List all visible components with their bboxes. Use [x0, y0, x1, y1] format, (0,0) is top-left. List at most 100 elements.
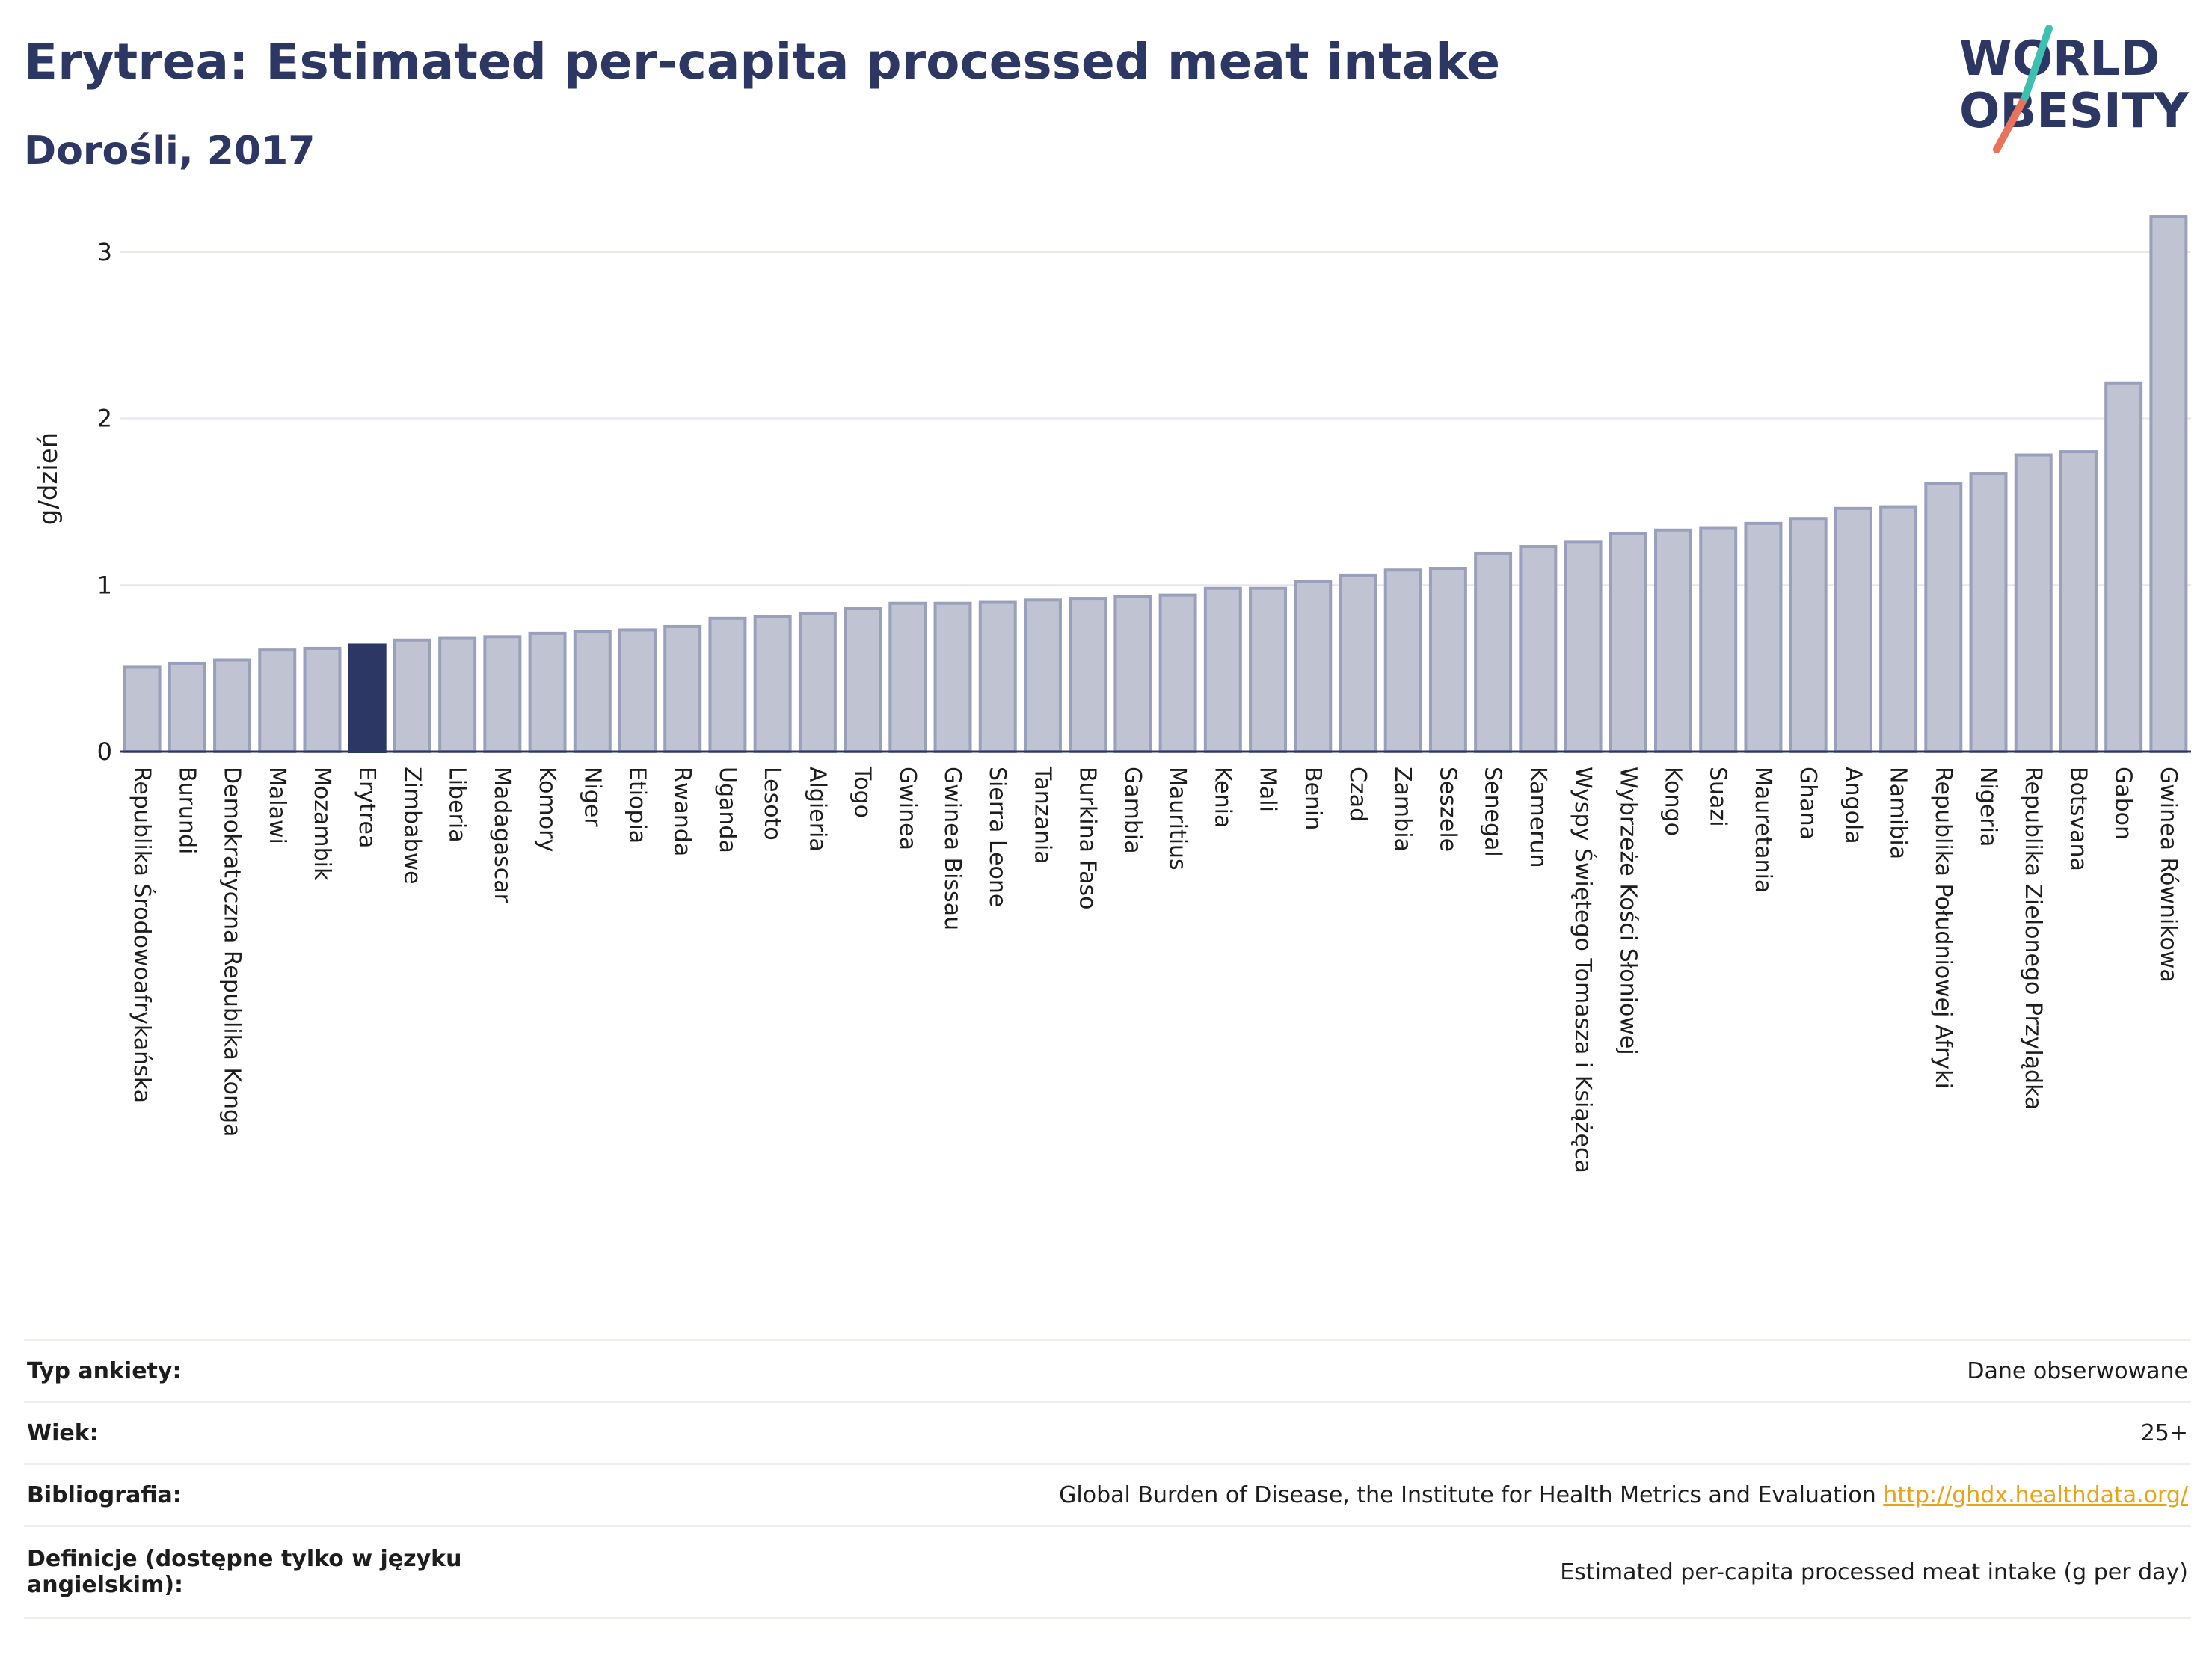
- bar-zambia[interactable]: [1383, 568, 1422, 754]
- x-tick-label: Mauritius: [1164, 767, 1191, 871]
- x-tick-label: Kamerun: [1525, 767, 1551, 868]
- x-tick-label: Burkina Faso: [1075, 767, 1101, 909]
- bar-republika-środowoafrykańska[interactable]: [123, 665, 162, 754]
- definitions-label: Definicje (dostępne tylko w języku angie…: [24, 1525, 509, 1619]
- bar-ghana[interactable]: [1789, 517, 1828, 753]
- survey-type-label: Typ ankiety:: [24, 1339, 509, 1402]
- x-tick-label: Zambia: [1389, 767, 1416, 852]
- bar-madagascar[interactable]: [483, 635, 522, 753]
- chart-subtitle: Dorośli, 2017: [24, 129, 316, 174]
- bar-nigeria[interactable]: [1969, 472, 2008, 753]
- bar-demokratyczna-republika-konga[interactable]: [213, 658, 252, 753]
- bar-sierra-leone[interactable]: [978, 600, 1017, 754]
- info-row-bibliography: Bibliografia: Global Burden of Disease, …: [24, 1463, 2191, 1526]
- x-tick-label: Ghana: [1795, 767, 1821, 840]
- bar-zimbabwe[interactable]: [393, 638, 431, 753]
- bar-wyspy-świętego-tomasza-i-książęca[interactable]: [1564, 540, 1603, 753]
- x-tick-label: Kongo: [1660, 767, 1686, 836]
- x-tick-label: Mauretania: [1750, 767, 1776, 893]
- y-tick-label: 0: [97, 737, 112, 766]
- x-tick-label: Gwinea Bissau: [939, 767, 965, 930]
- bar-liberia[interactable]: [438, 636, 477, 754]
- survey-type-value: Dane obserwowane: [509, 1339, 2191, 1402]
- bibliography-label: Bibliografia:: [24, 1463, 509, 1526]
- bar-gwinea[interactable]: [888, 601, 927, 753]
- x-tick-label: Zimbabwe: [399, 767, 425, 885]
- bar-mauritius[interactable]: [1158, 593, 1197, 753]
- bar-togo[interactable]: [844, 607, 882, 753]
- x-tick-label: Burundi: [173, 767, 200, 854]
- bar-rwanda[interactable]: [663, 624, 702, 753]
- x-tick-label: Angola: [1840, 767, 1866, 844]
- bar-angola[interactable]: [1834, 506, 1872, 753]
- x-tick-label: Gwinea: [894, 767, 921, 850]
- x-tick-label: Demokratyczna Republika Konga: [219, 767, 245, 1137]
- bar-gambia[interactable]: [1113, 595, 1152, 754]
- x-tick-label: Togo: [850, 766, 876, 818]
- x-tick-label: Mali: [1255, 767, 1281, 812]
- x-tick-label: Namibia: [1885, 767, 1911, 859]
- bar-republika-południowej-afryki[interactable]: [1924, 482, 1963, 753]
- bar-gwinea-równikowa[interactable]: [2149, 215, 2188, 753]
- x-tick-label: Republika Środowoafrykańska: [129, 767, 156, 1103]
- bar-tanzania[interactable]: [1023, 598, 1062, 753]
- age-label: Wiek:: [24, 1401, 509, 1464]
- bar-gabon[interactable]: [2104, 381, 2143, 753]
- info-row-age: Wiek: 25+: [24, 1401, 2191, 1464]
- bar-mali[interactable]: [1249, 586, 1288, 754]
- x-tick-label: Gwinea Równikowa: [2155, 767, 2181, 983]
- svg-text:OBESITY: OBESITY: [1959, 84, 2189, 139]
- bar-mozambik[interactable]: [303, 646, 342, 754]
- bar-wybrzeże-kości-słoniowej[interactable]: [1609, 532, 1647, 753]
- bar-republika-zielonego-przylądka[interactable]: [2014, 453, 2053, 753]
- x-tick-label: Niger: [579, 767, 605, 827]
- bibliography-value: Global Burden of Disease, the Institute …: [509, 1463, 2191, 1526]
- x-tick-label: Lesoto: [759, 767, 785, 841]
- bar-senegal[interactable]: [1474, 551, 1513, 753]
- bar-erytrea[interactable]: [348, 643, 387, 753]
- x-tick-label: Senegal: [1480, 767, 1506, 857]
- bar-niger[interactable]: [573, 630, 612, 753]
- x-tick-label: Wyspy Świętego Tomasza i Książęca: [1570, 767, 1597, 1173]
- x-tick-label: Botsvana: [2065, 767, 2091, 871]
- bar-seszele[interactable]: [1428, 567, 1467, 753]
- bibliography-link[interactable]: http://ghdx.healthdata.org/: [1883, 1481, 2188, 1508]
- y-tick-label: 3: [97, 238, 112, 266]
- bar-czad[interactable]: [1339, 573, 1377, 754]
- x-tick-label: Kenia: [1209, 767, 1235, 828]
- category-labels: Republika Środowoafrykańska Burundi Demokr…: [129, 766, 2181, 1173]
- x-tick-label: Komory: [534, 767, 560, 852]
- bar-uganda[interactable]: [708, 616, 747, 753]
- x-tick-label: Erytrea: [354, 767, 380, 848]
- bar-benin[interactable]: [1294, 580, 1333, 753]
- svg-text:WORLD: WORLD: [1959, 31, 2160, 87]
- bar-burundi[interactable]: [168, 661, 206, 753]
- x-tick-label: Madagascar: [489, 767, 515, 903]
- bar-kongo[interactable]: [1654, 528, 1692, 753]
- info-row-survey-type: Typ ankiety: Dane obserwowane: [24, 1339, 2191, 1402]
- info-table: Typ ankiety: Dane obserwowane Wiek: 25+ …: [24, 1339, 2191, 1619]
- bar-namibia[interactable]: [1879, 505, 1918, 753]
- bar-burkina-faso[interactable]: [1069, 597, 1107, 753]
- age-value: 25+: [509, 1401, 2191, 1464]
- x-tick-label: Nigeria: [1975, 767, 2001, 847]
- bar-gwinea-bissau[interactable]: [933, 601, 972, 753]
- y-axis-label: g/dzień: [34, 432, 64, 525]
- bar-kamerun[interactable]: [1519, 545, 1558, 753]
- x-tick-label: Suazi: [1705, 767, 1731, 827]
- chart-title: Erytrea: Estimated per-capita processed …: [24, 33, 1501, 90]
- world-obesity-logo: WORLD OBESITY: [1959, 25, 2189, 153]
- x-tick-label: Mozambik: [309, 767, 335, 881]
- bars: [123, 215, 2188, 754]
- bar-algieria[interactable]: [798, 612, 837, 753]
- bar-etiopia[interactable]: [618, 628, 657, 754]
- bar-lesoto[interactable]: [753, 615, 792, 753]
- y-tick-label: 1: [97, 571, 112, 599]
- bibliography-text: Global Burden of Disease, the Institute …: [1059, 1481, 1884, 1508]
- bar-malawi[interactable]: [258, 648, 297, 753]
- bar-mauretania[interactable]: [1744, 521, 1783, 753]
- bar-botsvana[interactable]: [2059, 450, 2098, 753]
- bar-suazi[interactable]: [1699, 526, 1738, 753]
- bar-komory[interactable]: [528, 631, 567, 754]
- bar-kenia[interactable]: [1203, 586, 1242, 754]
